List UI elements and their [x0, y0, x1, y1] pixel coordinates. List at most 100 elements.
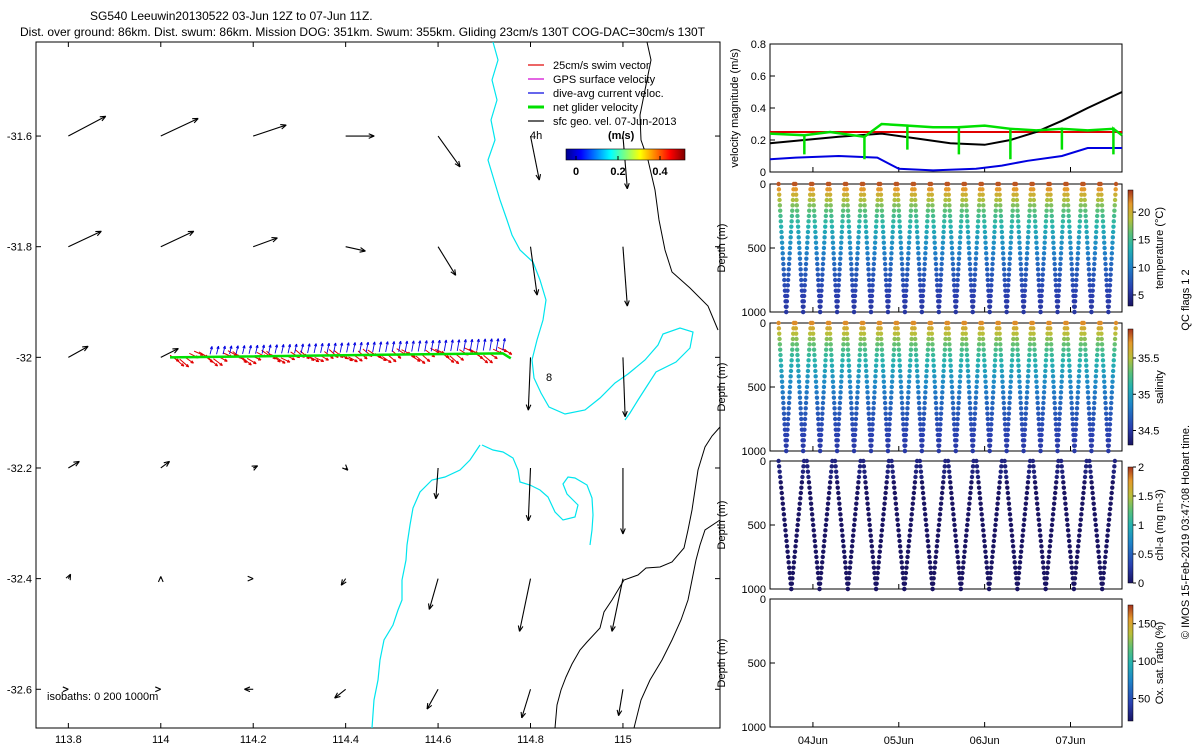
- temperature-profile-point: [1103, 272, 1109, 277]
- temperature-profile-point: [912, 181, 917, 187]
- chl-profile-point: [839, 522, 844, 528]
- sfc-vector-head: [334, 692, 341, 699]
- temperature-profile-point: [1050, 229, 1055, 235]
- salinity-profile-point: [972, 422, 977, 427]
- salinity-profile-point: [991, 384, 996, 390]
- chl-profile-point: [1032, 474, 1037, 480]
- temperature-profile-point: [965, 219, 970, 224]
- salinity-profile-point: [988, 427, 994, 432]
- temperature-profile-point: [890, 235, 895, 240]
- sfc-vector-head: [187, 230, 195, 237]
- salinity-profile-point: [1022, 438, 1027, 443]
- temperature-profile-point: [947, 213, 953, 219]
- temperature-profile-point: [840, 219, 845, 224]
- temperature-profile-point: [1041, 251, 1047, 256]
- temperature-profile-point: [987, 304, 993, 309]
- salinity-profile-point: [784, 443, 789, 448]
- sfc-vector-head: [95, 230, 102, 237]
- salinity-profile-point: [993, 347, 998, 352]
- salinity-profile-point: [983, 374, 988, 379]
- temperature-profile-point: [1035, 267, 1041, 272]
- temperature-profile-point: [977, 197, 982, 203]
- temperature-profile-point: [1050, 235, 1056, 240]
- chl-profile-point: [1070, 570, 1075, 576]
- salinity-profile-point: [1051, 390, 1057, 395]
- temperature-profile-point: [1075, 256, 1080, 261]
- temperature-profile-point: [905, 267, 910, 272]
- temperature-profile-point: [1059, 235, 1065, 240]
- temperature-profile-point: [848, 261, 854, 267]
- salinity-profile-point: [987, 448, 992, 454]
- temperature-profile-point: [873, 229, 878, 235]
- temperature-profile-point: [1025, 235, 1031, 240]
- salinity-profile-point: [1040, 416, 1045, 422]
- swim-vector-shaft: [502, 348, 513, 355]
- dac-vector-head: [353, 342, 357, 346]
- temperature-profile-point: [1025, 240, 1030, 245]
- salinity-profile-point: [820, 406, 825, 411]
- salinity-profile-point: [940, 390, 945, 395]
- salinity-profile-point: [1090, 432, 1095, 438]
- salinity-profile-point: [925, 358, 930, 363]
- sfc-vector: [68, 345, 89, 358]
- chl-profile-point: [1060, 469, 1065, 474]
- temperature-profile-point: [1094, 213, 1100, 219]
- temperature-profile-point: [1023, 272, 1029, 277]
- salinity-profile-point: [1104, 416, 1109, 422]
- chl-profile-point: [1100, 581, 1105, 586]
- temperature-profile-point: [869, 293, 875, 299]
- sfc-vector-shaft: [435, 467, 439, 499]
- chl-profile-point: [808, 501, 814, 506]
- temperature-profile-point: [1087, 277, 1092, 283]
- salinity-profile-point: [991, 374, 997, 379]
- salinity-profile-point: [974, 390, 979, 395]
- temperature-profile-point: [1098, 187, 1104, 192]
- salinity-profile-point: [1028, 336, 1033, 342]
- chl-profile-point: [954, 544, 959, 549]
- temperature-profile-point: [954, 293, 959, 299]
- chl-profile-point: [826, 490, 832, 496]
- temperature-profile-point: [790, 197, 796, 203]
- salinity-profile-point: [926, 336, 931, 342]
- salinity-profile-point: [891, 358, 896, 363]
- sfc-vector: [157, 576, 164, 583]
- salinity-profile-point: [1085, 379, 1090, 384]
- sfc-vector-head: [82, 345, 89, 352]
- salinity-profile-point: [962, 320, 968, 326]
- temperature-profile-point: [862, 208, 868, 213]
- temperature-profile-point: [1074, 277, 1079, 283]
- temperature-profile-point: [866, 272, 871, 277]
- oxygen-frame: [769, 598, 1123, 728]
- temperature-profile-point: [958, 219, 964, 224]
- sfc-vector: [68, 230, 102, 248]
- chl-profile-point: [1096, 549, 1101, 554]
- temperature-profile-point: [1049, 219, 1055, 224]
- temperature-profile-point: [1092, 256, 1097, 261]
- chl-profile-point: [1093, 517, 1098, 522]
- salinity-profile-point: [1106, 443, 1111, 448]
- chl-profile-point: [1038, 538, 1044, 544]
- salinity-profile-point: [1112, 336, 1118, 342]
- chl-profile-point: [977, 496, 983, 501]
- temperature-profile-point: [941, 235, 946, 240]
- salinity-profile-point: [951, 422, 957, 427]
- map-annotation: 8: [546, 372, 552, 384]
- salinity-profile-point: [819, 422, 824, 427]
- sfc-vector-head: [624, 300, 630, 307]
- temperature-profile-point: [1000, 245, 1006, 251]
- chl-profile-point: [847, 565, 853, 570]
- salinity-profile-point: [1081, 326, 1087, 331]
- temperature-profile-point: [1043, 224, 1048, 229]
- temperature-profile-point: [1052, 256, 1057, 261]
- temperature-profile-point: [785, 288, 790, 293]
- chl-profile-point: [1098, 570, 1103, 576]
- temperature-profile-point: [1035, 256, 1040, 261]
- temperature-profile-point: [847, 235, 852, 240]
- chl-profile-point: [966, 506, 972, 512]
- salinity-profile-point: [897, 358, 902, 363]
- chl-profile-point: [928, 565, 933, 570]
- temperature-profile-point: [1022, 288, 1028, 293]
- dac-vector: [287, 343, 292, 354]
- temperature-profile-point: [949, 245, 955, 251]
- salinity-profile-point: [959, 342, 965, 347]
